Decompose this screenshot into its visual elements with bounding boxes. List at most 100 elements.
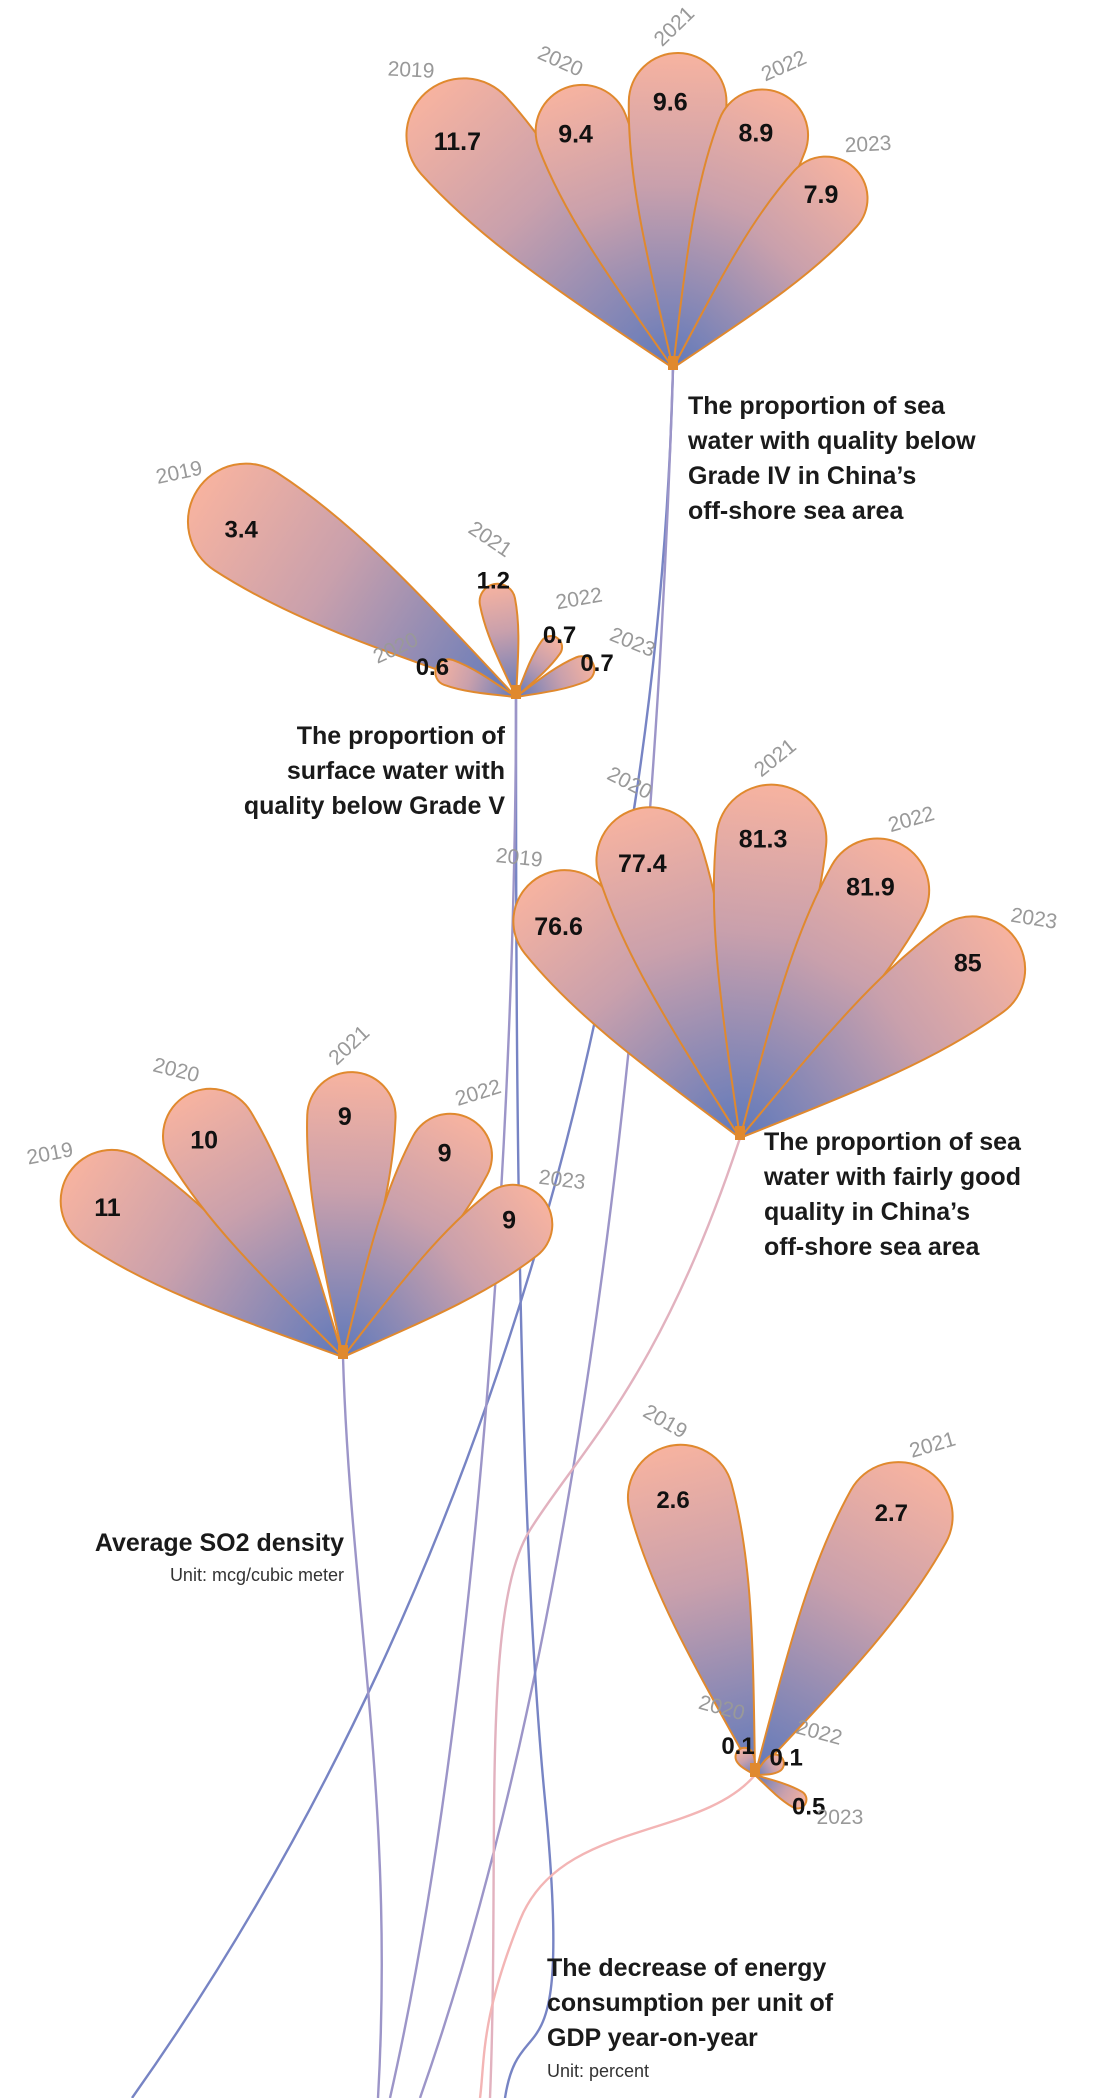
year-label: 2020: [534, 41, 586, 81]
chart-5-title-line: The decrease of energy: [547, 1954, 827, 1982]
flower-base: [511, 685, 521, 699]
chart-5-unit: Unit: percent: [547, 2061, 650, 2081]
chart-4-unit: Unit: mcg/cubic meter: [169, 1565, 344, 1585]
chart-1-title-line: Grade IV in China’s: [688, 462, 917, 490]
value-label: 81.9: [846, 873, 895, 901]
petal-group: [626, 1443, 954, 1810]
petal-2022: [754, 1753, 785, 1776]
chart-4-title-line: Average SO2 density: [94, 1529, 344, 1557]
chart-2-title-line: surface water with: [286, 757, 505, 785]
year-label: 2022: [758, 46, 810, 86]
petal-2023: [342, 1183, 554, 1358]
year-label: 2023: [844, 132, 892, 157]
petal-2023: [515, 655, 596, 698]
value-label: 76.6: [534, 913, 583, 941]
petal-2021: [478, 582, 520, 698]
year-label: 2021: [750, 734, 801, 781]
chart-1-title-line: water with quality below: [688, 427, 976, 455]
stem-line: [418, 367, 675, 2098]
chart-3-title-line: The proportion of sea: [764, 1128, 1021, 1156]
chart-5-title-line: consumption per unit of: [547, 1989, 834, 2017]
value-label: 7.9: [804, 181, 839, 209]
value-label: 9.6: [653, 89, 688, 117]
stem-line: [488, 1137, 742, 2098]
year-label: 2019: [639, 1400, 691, 1443]
chart-2-title-line: The proportion of: [296, 722, 505, 750]
year-label: 2019: [154, 457, 204, 489]
value-label: 1.2: [477, 568, 510, 595]
year-label: 2019: [495, 844, 544, 872]
chart-2-title-line: quality below Grade V: [243, 792, 505, 820]
value-label: 9: [438, 1139, 452, 1167]
year-label: 2022: [554, 584, 604, 615]
chart-1-title-line: The proportion of sea: [688, 392, 945, 420]
value-label: 2.7: [875, 1500, 908, 1527]
chart-3-title-line: off-shore sea area: [764, 1233, 980, 1261]
value-label: 81.3: [739, 826, 788, 854]
flower-base: [735, 1126, 745, 1140]
flower-base: [750, 1763, 760, 1777]
chart-3-title: The proportion of sea water with fairly …: [764, 1125, 1084, 1265]
value-label: 0.7: [543, 622, 576, 649]
petal-2019: [186, 462, 517, 698]
chart-2-title: The proportion of surface water with qua…: [185, 719, 505, 824]
value-label: 8.9: [739, 120, 774, 148]
value-label: 85: [954, 950, 982, 978]
value-label: 0.1: [770, 1744, 803, 1771]
year-label: 2022: [886, 802, 937, 837]
value-label: 11.7: [434, 128, 481, 156]
petal-group: [512, 783, 1027, 1139]
value-label: 77.4: [618, 850, 667, 878]
year-label: 2023: [607, 623, 659, 662]
chart-1-title: The proportion of sea water with quality…: [688, 389, 1048, 529]
stem-line: [341, 1356, 383, 2098]
stem-line: [478, 1774, 756, 2098]
petal-group: [59, 1071, 554, 1358]
chart-1-title-line: off-shore sea area: [688, 497, 904, 525]
petal-2020: [434, 658, 517, 698]
petal-chart-3: 76.6 2019 77.4 2020 81.3 2021 81.9 2022 85 2023: [495, 734, 1059, 1140]
petal-2022: [515, 635, 563, 698]
flower-base: [338, 1345, 348, 1359]
petal-2020: [162, 1087, 344, 1358]
petal-2021: [754, 1461, 954, 1776]
year-label: 2023: [1009, 904, 1059, 934]
year-label: 2023: [817, 1806, 864, 1829]
value-label: 11: [94, 1194, 121, 1222]
petal-2023: [672, 155, 869, 369]
petal-2023: [754, 1774, 808, 1810]
year-label: 2019: [387, 58, 435, 83]
year-label: 2019: [25, 1138, 75, 1169]
value-label: 3.4: [225, 516, 259, 543]
petal-2023: [739, 915, 1027, 1139]
value-label: 0.1: [721, 1733, 754, 1760]
flowers-layer: 11.720199.420209.620218.920227.920233.42…: [25, 2, 1059, 1829]
value-label: 9.4: [558, 121, 593, 149]
year-label: 2020: [604, 762, 656, 804]
year-label: 2021: [650, 2, 700, 51]
petal-group: [186, 462, 596, 698]
petal-2019: [626, 1443, 756, 1776]
year-label: 2020: [151, 1054, 202, 1088]
year-label: 2021: [907, 1428, 958, 1463]
value-label: 10: [190, 1127, 218, 1155]
chart-5-title: The decrease of energy consumption per u…: [547, 1951, 887, 2056]
value-label: 2.6: [656, 1487, 689, 1514]
value-label: 0.6: [416, 654, 449, 681]
chart-3-title-line: quality in China’s: [764, 1198, 971, 1226]
flower-base: [668, 356, 678, 370]
year-label: 2023: [538, 1166, 587, 1195]
stem-line: [388, 696, 518, 2098]
value-label: 9: [338, 1103, 352, 1131]
chart-3-title-line: water with fairly good: [764, 1163, 1021, 1191]
chart-4-title: Average SO2 density: [40, 1526, 344, 1561]
year-label: 2022: [452, 1075, 503, 1111]
petal-group: [405, 52, 869, 369]
value-label: 0.5: [792, 1793, 825, 1820]
year-label: 2021: [464, 517, 516, 562]
